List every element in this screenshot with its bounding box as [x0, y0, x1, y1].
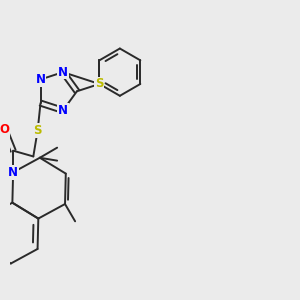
Text: O: O	[0, 123, 10, 136]
Text: N: N	[58, 66, 68, 79]
Text: S: S	[95, 77, 103, 91]
Text: S: S	[33, 124, 42, 137]
Text: N: N	[8, 166, 18, 179]
Text: N: N	[58, 104, 68, 117]
Text: N: N	[35, 73, 46, 86]
